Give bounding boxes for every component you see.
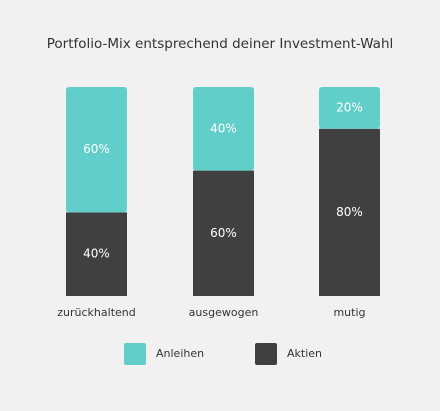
x-tick-label: mutig: [333, 306, 365, 319]
x-tick-label: zurückhaltend: [57, 306, 135, 319]
bar-segment: [319, 87, 380, 129]
bar-segment: [66, 212, 127, 296]
legend-swatch: [255, 343, 277, 365]
legend-label: Aktien: [287, 347, 322, 360]
value-label: 40%: [210, 121, 237, 135]
bar-segment: [193, 87, 254, 171]
value-label: 40%: [83, 247, 110, 261]
x-tick-label: ausgewogen: [189, 306, 259, 319]
value-label: 20%: [336, 100, 363, 114]
value-label: 60%: [83, 142, 110, 156]
legend-label: Anleihen: [156, 347, 204, 360]
legend-swatch: [124, 343, 146, 365]
bar-segment: [319, 128, 380, 296]
value-label: 60%: [210, 226, 237, 240]
bar-segment: [66, 87, 127, 213]
chart-title: Portfolio-Mix entsprechend deiner Invest…: [47, 36, 394, 52]
bar-segment: [193, 170, 254, 296]
value-label: 80%: [336, 205, 363, 219]
